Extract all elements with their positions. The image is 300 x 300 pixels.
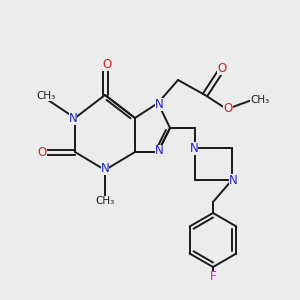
Text: N: N [100,161,109,175]
Text: N: N [154,98,164,110]
Text: CH₃: CH₃ [250,95,270,105]
Text: O: O [218,61,226,74]
Text: CH₃: CH₃ [36,91,56,101]
Text: N: N [190,142,198,154]
Text: O: O [38,146,46,158]
Text: N: N [69,112,77,124]
Text: N: N [154,145,164,158]
Text: N: N [229,173,237,187]
Text: O: O [102,58,112,70]
Text: F: F [210,271,216,284]
Text: CH₃: CH₃ [95,196,115,206]
Text: O: O [224,101,232,115]
